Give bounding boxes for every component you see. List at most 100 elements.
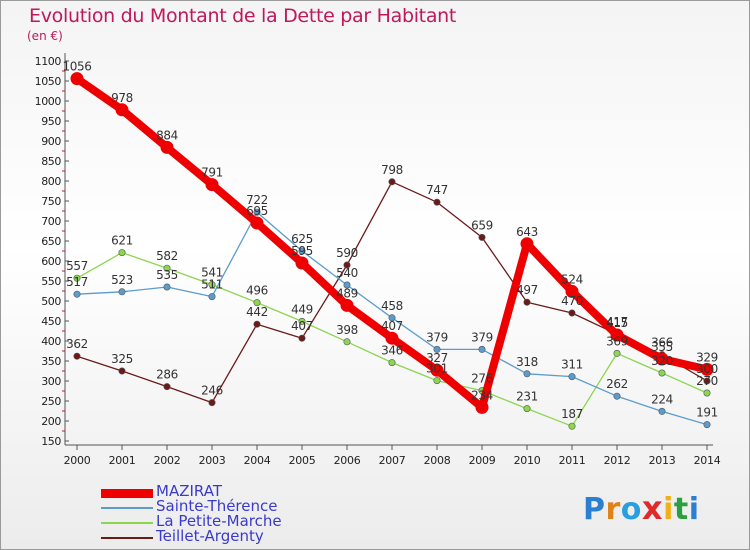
data-point — [115, 103, 129, 117]
data-label: 442 — [246, 305, 268, 319]
data-label: 234 — [471, 388, 493, 402]
data-label: 523 — [111, 273, 133, 287]
x-tick-label: 2004 — [244, 454, 271, 467]
legend-label: Sainte-Thérence — [156, 497, 278, 515]
data-label: 722 — [246, 193, 268, 207]
data-point — [568, 422, 576, 430]
data-point — [118, 288, 126, 296]
data-label: 511 — [201, 278, 223, 292]
data-label: 366 — [651, 336, 673, 350]
data-label: 695 — [246, 204, 268, 218]
data-point — [430, 363, 444, 377]
data-point — [298, 247, 306, 255]
x-tick-label: 2011 — [559, 454, 586, 467]
data-label: 659 — [471, 218, 493, 232]
data-point — [163, 264, 171, 272]
x-tick-label: 2002 — [154, 454, 181, 467]
data-point — [388, 178, 396, 186]
data-label: 300 — [696, 362, 718, 376]
data-point — [655, 352, 669, 366]
data-label: 496 — [246, 284, 268, 298]
data-point — [388, 359, 396, 367]
data-point — [433, 345, 441, 353]
data-point — [73, 352, 81, 360]
y-tick-label: 1100 — [35, 55, 62, 68]
data-label: 318 — [516, 355, 538, 369]
data-label: 276 — [471, 372, 493, 386]
data-label: 798 — [381, 163, 403, 177]
data-label: 301 — [426, 362, 448, 376]
data-label: 362 — [66, 337, 88, 351]
data-point — [73, 274, 81, 282]
x-tick-label: 2005 — [289, 454, 316, 467]
legend-label: La Petite-Marche — [156, 512, 282, 530]
legend-item: La Petite-Marche — [101, 512, 341, 530]
legend-swatch — [101, 507, 153, 509]
data-label: 262 — [606, 377, 628, 391]
logo-letter: o — [620, 492, 642, 527]
data-point — [658, 369, 666, 377]
logo-letter: x — [641, 489, 664, 527]
x-tick-label: 2003 — [199, 454, 226, 467]
data-point — [565, 284, 579, 298]
data-label: 590 — [336, 246, 358, 260]
data-point — [523, 405, 531, 413]
data-label: 187 — [561, 407, 583, 421]
y-tick-label: 700 — [41, 215, 61, 228]
data-point — [610, 328, 624, 342]
data-point — [568, 373, 576, 381]
x-tick-label: 2008 — [424, 454, 451, 467]
data-point — [205, 178, 219, 192]
data-point — [208, 399, 216, 407]
data-point — [70, 72, 84, 86]
data-point — [433, 198, 441, 206]
data-label: 582 — [156, 249, 178, 263]
data-point — [703, 389, 711, 397]
data-point — [343, 281, 351, 289]
data-point — [253, 299, 261, 307]
data-point — [253, 320, 261, 328]
x-tick-label: 2007 — [379, 454, 406, 467]
y-tick-label: 400 — [41, 335, 61, 348]
x-tick-label: 2012 — [604, 454, 631, 467]
legend-label: MAZIRAT — [156, 482, 222, 500]
data-point — [160, 140, 174, 154]
y-tick-label: 1050 — [35, 75, 62, 88]
data-label: 524 — [561, 272, 583, 286]
proxiti-logo: Proxiti — [583, 489, 700, 527]
x-tick-label: 2001 — [109, 454, 136, 467]
y-tick-label: 300 — [41, 375, 61, 388]
data-label: 311 — [561, 358, 583, 372]
data-point — [523, 370, 531, 378]
legend-swatch — [101, 522, 153, 524]
data-label: 541 — [201, 266, 223, 280]
data-point — [163, 383, 171, 391]
data-label: 747 — [426, 183, 448, 197]
data-point — [478, 233, 486, 241]
data-label: 884 — [156, 128, 178, 142]
data-label: 417 — [606, 315, 628, 329]
x-tick-label: 2014 — [694, 454, 721, 467]
y-tick-label: 550 — [41, 275, 61, 288]
legend-swatch — [101, 537, 153, 539]
data-label: 355 — [651, 340, 673, 354]
logo-letter: i — [688, 492, 700, 527]
data-label: 978 — [111, 91, 133, 105]
data-point — [118, 367, 126, 375]
data-label: 379 — [471, 330, 493, 344]
y-tick-label: 650 — [41, 235, 61, 248]
data-label: 791 — [201, 166, 223, 180]
y-tick-label: 950 — [41, 115, 61, 128]
data-point — [208, 281, 216, 289]
y-tick-label: 900 — [41, 135, 61, 148]
data-point — [523, 298, 531, 306]
x-tick-label: 2009 — [469, 454, 496, 467]
legend-item: Teillet-Argenty — [101, 528, 341, 544]
data-point — [385, 331, 399, 345]
data-label: 369 — [606, 334, 628, 348]
data-point — [478, 345, 486, 353]
data-point — [298, 317, 306, 325]
data-label: 517 — [66, 275, 88, 289]
data-label: 535 — [156, 268, 178, 282]
